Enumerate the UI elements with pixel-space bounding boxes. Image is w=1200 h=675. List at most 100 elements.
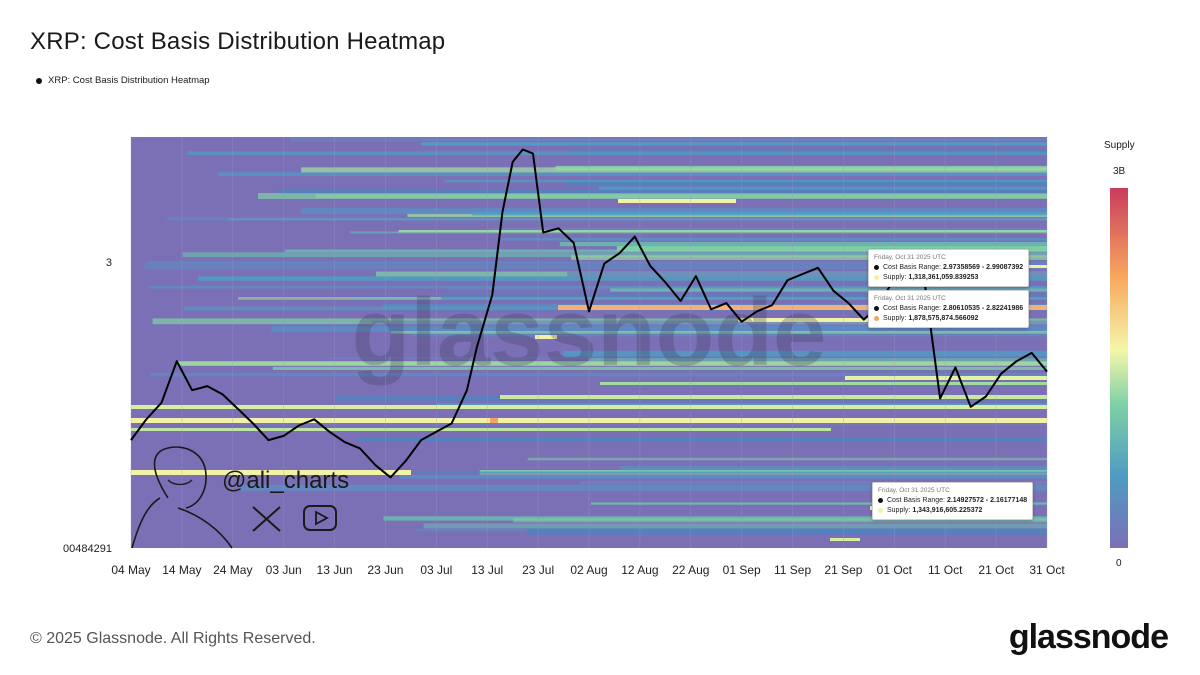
x-tick-label: 12 Aug <box>621 563 658 577</box>
tooltip-marker <box>874 305 879 311</box>
heatmap-band <box>423 523 1047 529</box>
colorbar <box>1110 188 1128 548</box>
author-avatar <box>131 446 233 549</box>
heatmap-band <box>278 189 1047 194</box>
heatmap-band <box>444 179 1047 183</box>
x-tick-label: 24 May <box>213 563 252 577</box>
heatmap-band <box>558 305 1047 310</box>
tooltip-date: Friday, Oct 31 2025 UTC <box>874 254 946 261</box>
x-tick-label: 22 Aug <box>672 563 709 577</box>
x-tick-label: 04 May <box>111 563 150 577</box>
x-tick-label: 11 Oct <box>928 563 963 577</box>
tooltip-range-label: Cost Basis Range: <box>883 305 941 312</box>
heatmap-band <box>167 217 1047 221</box>
heatmap-band <box>527 457 1047 461</box>
heatmap-band <box>624 185 1047 188</box>
heatmap-band <box>149 285 1047 289</box>
heatmap-band <box>398 230 1047 233</box>
heatmap-band <box>600 382 1047 385</box>
heatmap-band <box>372 320 1047 325</box>
heatmap-band <box>571 255 1047 260</box>
tooltip-marker <box>874 264 879 270</box>
heatmap-band <box>390 330 1047 334</box>
heatmap-band <box>421 142 1047 146</box>
heatmap-band <box>411 333 1047 337</box>
heatmap-band <box>610 286 1047 292</box>
tooltip-swatch <box>874 274 879 280</box>
x-tick-label: 13 Jul <box>471 563 503 577</box>
tooltip-range: 2.14927572 - 2.16177148 <box>946 497 1028 504</box>
x-tick-label: 23 Jun <box>367 563 403 577</box>
heatmap-band <box>472 211 1047 216</box>
y-axis: 3 00484291 <box>63 257 112 555</box>
x-tick-label: 01 Oct <box>877 563 913 577</box>
youtube-icon <box>303 505 337 531</box>
x-tick-label: 03 Jul <box>420 563 452 577</box>
chart-title: XRP: Cost Basis Distribution Heatmap <box>30 28 446 55</box>
heatmap-band <box>131 428 831 431</box>
tooltip-1: Friday, Oct 31 2025 UTC Cost Basis Range… <box>868 249 1030 287</box>
heatmap-band <box>579 480 1047 485</box>
y-tick-label: 00484291 <box>63 543 112 555</box>
heatmap-band <box>562 350 1047 357</box>
heatmap-band <box>357 438 1047 442</box>
heatmap-band <box>326 471 1047 474</box>
heatmap-band <box>588 358 1047 362</box>
heatmap-band <box>146 261 1047 264</box>
tooltip-supply: 1,343,916,605.225372 <box>912 507 983 514</box>
x-tick-label: 14 May <box>162 563 201 577</box>
heatmap-band <box>144 264 1047 270</box>
heatmap-band <box>569 149 1047 152</box>
heatmap-band <box>490 418 498 423</box>
heatmap-band <box>272 366 1047 370</box>
gridlines <box>130 137 1048 548</box>
heatmap-band <box>535 335 557 339</box>
heatmap-band <box>845 376 1047 380</box>
heatmap-band <box>559 241 1047 247</box>
tooltip-range-label: Cost Basis Range: <box>887 497 945 504</box>
heatmap-band <box>616 245 1047 252</box>
x-tick-label: 02 Aug <box>570 563 607 577</box>
tooltip-date: Friday, Oct 31 2025 UTC <box>878 487 950 494</box>
heatmap-band <box>271 326 1047 332</box>
x-axis: 04 May 14 May 24 May 03 Jun 13 Jun 23 Jun 03 J… <box>111 563 1065 577</box>
colorbar-title: Supply <box>1104 140 1135 151</box>
colorbar-min-label: 0 <box>1116 558 1122 569</box>
heatmap-band <box>301 208 1047 215</box>
copyright-footer: © 2025 Glassnode. All Rights Reserved. <box>30 630 316 647</box>
heatmap-band <box>149 372 1047 377</box>
price-line[interactable] <box>130 148 1048 479</box>
heatmap-band <box>197 276 1047 281</box>
y-tick-label: 3 <box>106 257 112 269</box>
heatmap-band <box>187 151 1047 156</box>
tooltip-2: Friday, Oct 31 2025 UTC Cost Basis Range… <box>868 290 1030 328</box>
heatmap-band <box>620 466 1047 471</box>
heatmap-band <box>501 238 1047 241</box>
heatmap-band <box>290 137 1047 142</box>
tooltip-supply-label: Supply: <box>883 274 907 281</box>
tooltip-swatch <box>878 507 883 513</box>
tooltip-supply-label: Supply: <box>887 507 911 514</box>
heatmap-band <box>131 470 411 475</box>
heatmap-band <box>618 199 736 203</box>
author-handle: @ali_charts <box>222 467 350 494</box>
tooltip-range-label: Cost Basis Range: <box>883 264 941 271</box>
tooltip-supply: 1,318,361,059.839253 <box>908 274 979 281</box>
legend-label: XRP: Cost Basis Distribution Heatmap <box>48 75 210 86</box>
heatmap-band <box>590 502 1047 505</box>
heatmap-band <box>567 271 1047 277</box>
x-tick-label: 01 Sep <box>723 563 761 577</box>
tooltip-range: 2.97358569 - 2.99087392 <box>942 264 1024 271</box>
x-tick-label: 11 Sep <box>774 563 811 577</box>
legend[interactable]: XRP: Cost Basis Distribution Heatmap <box>36 75 210 86</box>
legend-marker <box>36 77 42 84</box>
colorbar-max-label: 3B <box>1113 166 1126 177</box>
brand-logo: glassnode <box>1008 618 1169 656</box>
heatmap-band <box>500 395 1047 399</box>
x-logo-icon <box>252 506 281 532</box>
heatmap-band <box>566 181 1047 187</box>
tooltip-date: Friday, Oct 31 2025 UTC <box>874 295 946 302</box>
tooltip-3: Friday, Oct 31 2025 UTC Cost Basis Range… <box>872 482 1034 520</box>
tooltip-supply: 1,878,575,874.566092 <box>908 315 979 322</box>
